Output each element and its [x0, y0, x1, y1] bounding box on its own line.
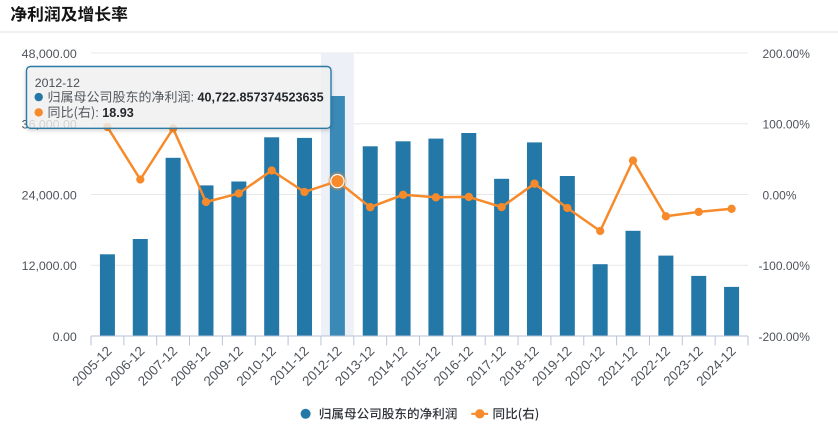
svg-text:24,000.00: 24,000.00 [22, 188, 77, 202]
svg-text:-100.00%: -100.00% [759, 259, 811, 273]
svg-text:2012-12: 2012-12 [35, 76, 80, 90]
svg-text:200.00%: 200.00% [763, 47, 811, 61]
svg-text:48,000.00: 48,000.00 [22, 47, 77, 61]
svg-text:12,000.00: 12,000.00 [22, 259, 77, 273]
svg-text:0.00: 0.00 [53, 330, 77, 344]
svg-text:40,722.857374523635: 40,722.857374523635 [198, 91, 324, 105]
svg-text::: : [95, 105, 102, 120]
svg-text:100.00%: 100.00% [763, 118, 811, 132]
svg-text:0.00%: 0.00% [763, 188, 797, 202]
svg-text:-200.00%: -200.00% [759, 330, 811, 344]
svg-text:18.93: 18.93 [102, 106, 134, 120]
svg-text::: : [191, 90, 198, 105]
